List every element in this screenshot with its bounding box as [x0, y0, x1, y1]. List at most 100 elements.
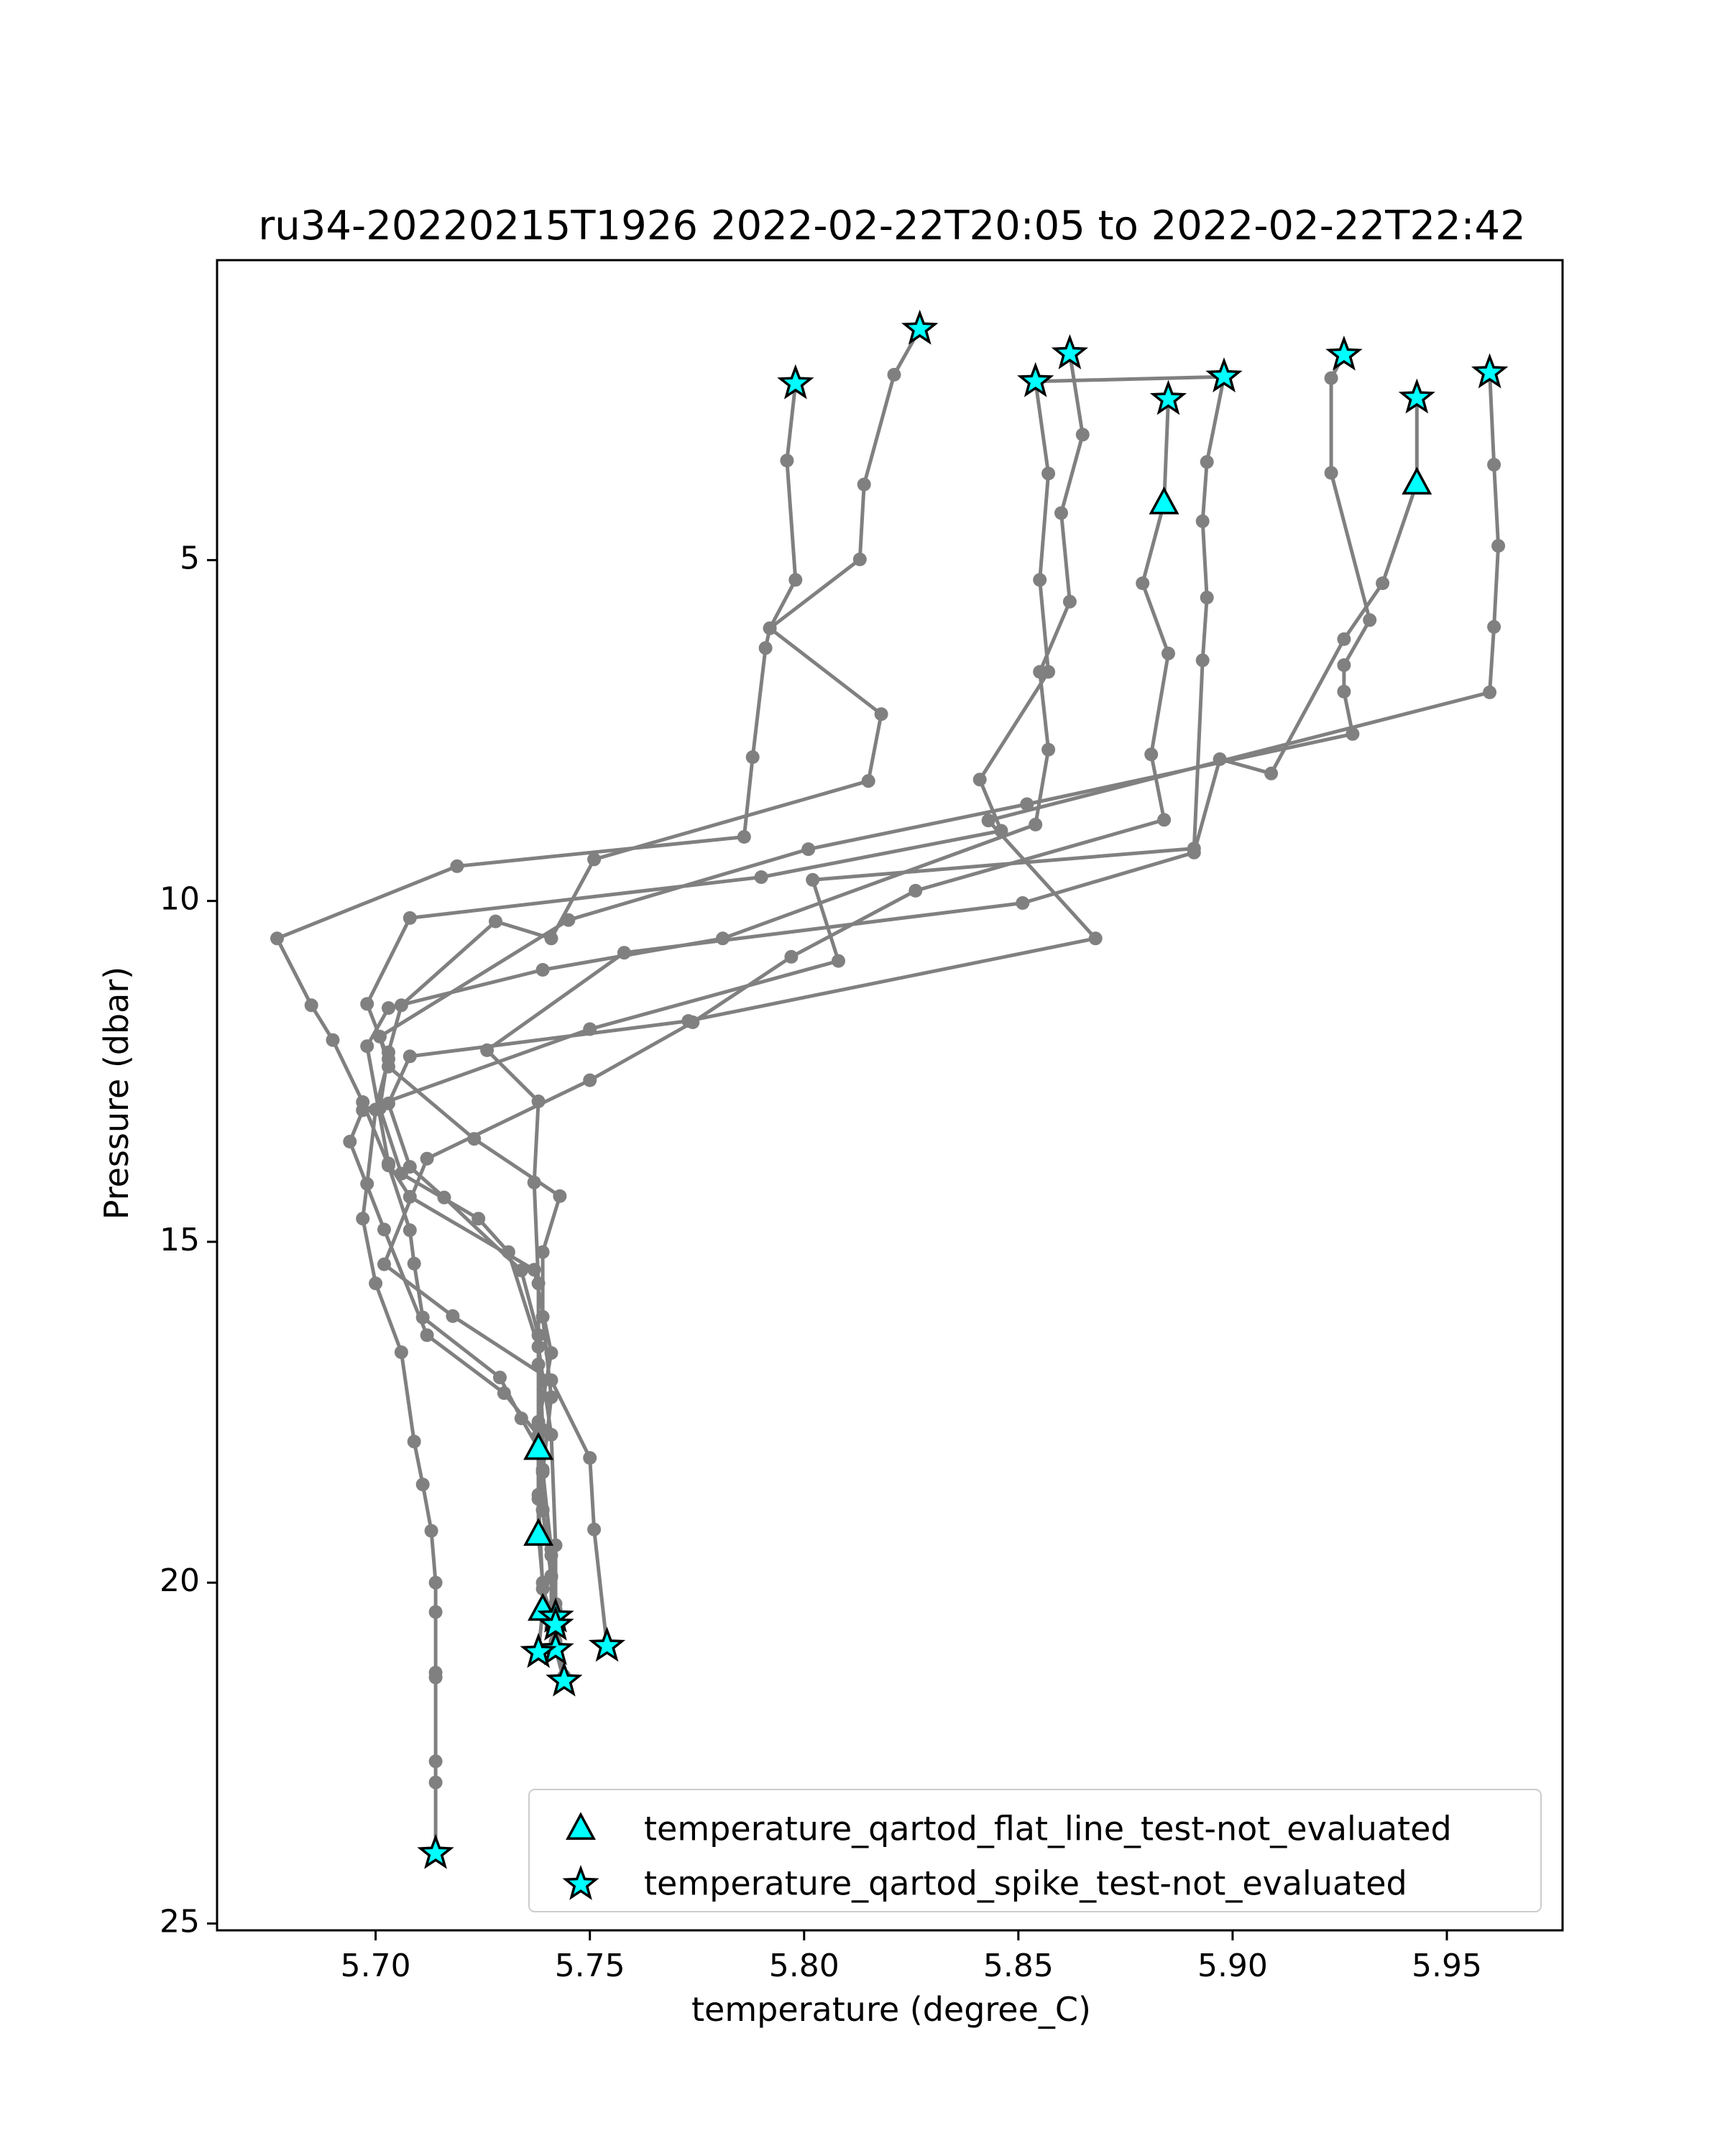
profile-series — [270, 322, 1506, 1861]
spike-marker — [520, 1633, 557, 1668]
profile-point — [535, 1245, 550, 1259]
profile-point — [1041, 742, 1056, 757]
profile-point — [981, 814, 995, 828]
profile-point — [1324, 466, 1338, 480]
legend-star-marker-icon — [562, 1864, 599, 1900]
profile-point — [1487, 458, 1501, 472]
profile-point — [531, 1276, 546, 1291]
spike-marker — [546, 1661, 583, 1697]
profile-point — [1041, 466, 1056, 481]
profile-point — [1195, 514, 1210, 528]
profile-point — [420, 1151, 434, 1166]
profile-point — [428, 1670, 443, 1685]
profile-point — [428, 1775, 443, 1789]
profile-point — [1264, 766, 1279, 780]
spike-marker — [901, 309, 939, 345]
spike-marker — [1325, 335, 1363, 371]
spike-marker — [1471, 353, 1509, 389]
profile-point — [583, 1451, 597, 1465]
profile-point — [493, 1370, 507, 1385]
legend-triangle-symbol — [566, 1812, 596, 1841]
profile-point — [356, 1103, 370, 1118]
profile-point — [544, 931, 558, 946]
profile-point — [428, 1754, 443, 1769]
profile-point — [1033, 573, 1047, 587]
profile-point — [780, 453, 794, 468]
legend-label-flat-line: temperature_qartod_flat_line_test-not_ev… — [644, 1810, 1452, 1848]
chart-title: ru34-20220215T1926 2022-02-22T20:05 to 2… — [258, 203, 1525, 249]
profile-point — [382, 1096, 395, 1110]
profile-point — [1144, 747, 1159, 762]
profile-point — [402, 1160, 417, 1174]
spike-marker — [417, 1833, 454, 1869]
profile-point — [972, 773, 987, 787]
profile-point — [1346, 727, 1360, 741]
profile-point — [428, 1605, 443, 1619]
x-tick-label: 5.95 — [1412, 1948, 1482, 1984]
spike-marker — [1051, 333, 1089, 369]
profile-point — [531, 1095, 546, 1108]
legend-triangle-marker-icon — [566, 1812, 596, 1841]
profile-point — [1324, 371, 1338, 385]
profile-point — [1337, 632, 1351, 646]
profile-point — [326, 1033, 340, 1047]
profile-point — [758, 641, 773, 655]
profile-point — [535, 963, 550, 977]
profile-point — [737, 830, 751, 844]
profile-point — [784, 949, 799, 964]
profile-point — [450, 859, 464, 873]
profile-point — [489, 914, 502, 929]
flat-line-marker — [523, 1518, 554, 1546]
profile-point — [535, 1582, 550, 1596]
profile-point — [402, 1223, 417, 1238]
profile-point — [1062, 594, 1077, 609]
profile-point — [857, 477, 871, 492]
profile-point — [1483, 685, 1497, 699]
spike-marker — [777, 364, 814, 400]
profile-point — [531, 1328, 546, 1342]
profile-point — [1487, 619, 1501, 634]
profile-point — [428, 1575, 443, 1590]
profile-point — [801, 842, 816, 857]
axes: 5.70 5.75 5.80 5.85 5.90 5.95 5 10 15 20 25 — [160, 259, 1564, 1984]
profile-point — [270, 931, 284, 946]
profile-point — [415, 1478, 430, 1492]
profile-point — [343, 1135, 357, 1148]
profile-point — [527, 1175, 541, 1189]
x-tick-label: 5.75 — [555, 1948, 625, 1984]
x-tick-label: 5.70 — [341, 1948, 411, 1984]
profile-point — [806, 872, 820, 887]
qc-markers — [417, 309, 1509, 1869]
profile-point — [1136, 576, 1150, 591]
y-axis-label: Pressure (dbar) — [97, 967, 136, 1220]
profile-point — [373, 1029, 387, 1044]
profile-3 — [356, 374, 1056, 1861]
profile-point — [382, 1156, 395, 1171]
profile-point — [887, 367, 901, 382]
profile-point — [1088, 931, 1103, 946]
profile-point — [424, 1524, 438, 1538]
profile-point — [1054, 506, 1068, 520]
profile-point — [617, 946, 631, 960]
profile-point — [1337, 658, 1351, 672]
legend: temperature_qartod_flat_line_test-not_ev… — [528, 1789, 1542, 1912]
profile-point — [304, 998, 318, 1013]
plot-background — [217, 260, 1563, 1930]
profile-point — [681, 1014, 696, 1028]
spike-marker — [537, 1605, 574, 1641]
profile-point — [377, 1222, 391, 1237]
profile-point — [535, 1423, 550, 1437]
x-axis-label: temperature (degree_C) — [691, 1990, 1091, 2029]
profile-point — [1029, 817, 1043, 831]
profile-point — [832, 954, 845, 968]
profile-point — [1195, 653, 1210, 668]
profile-point — [377, 1257, 391, 1271]
spike-marker — [1017, 361, 1054, 397]
profile-point — [382, 1001, 395, 1015]
profile-point — [514, 1411, 528, 1426]
profile-point — [861, 774, 875, 788]
profile-point — [763, 621, 777, 635]
flat-line-marker — [1149, 487, 1179, 515]
spike-marker — [588, 1626, 626, 1662]
profile-point — [1376, 576, 1390, 591]
